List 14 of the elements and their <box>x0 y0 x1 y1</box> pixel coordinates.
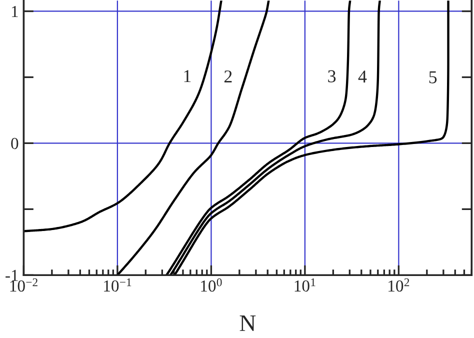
y-tick-label: -1 <box>6 270 18 281</box>
x-axis-title: N <box>240 315 256 331</box>
series-label: 4 <box>358 70 367 82</box>
x-tick-label: 10$^{0}$ <box>201 278 222 292</box>
series-label: 5 <box>429 71 437 84</box>
series-label: 3 <box>328 70 336 82</box>
x-tick-label: 10$^{2}$ <box>388 278 410 292</box>
series-label: 2 <box>224 70 232 82</box>
x-tick-label: 10$^{1}$ <box>294 278 316 292</box>
x-tick-label: 10$^{−1}$ <box>104 278 132 292</box>
series-label: 1 <box>184 70 191 82</box>
x-tick-label: 10$^{−2}$ <box>10 278 38 292</box>
y-tick-label: 1 <box>12 6 18 18</box>
y-tick-label: 0 <box>11 138 18 150</box>
